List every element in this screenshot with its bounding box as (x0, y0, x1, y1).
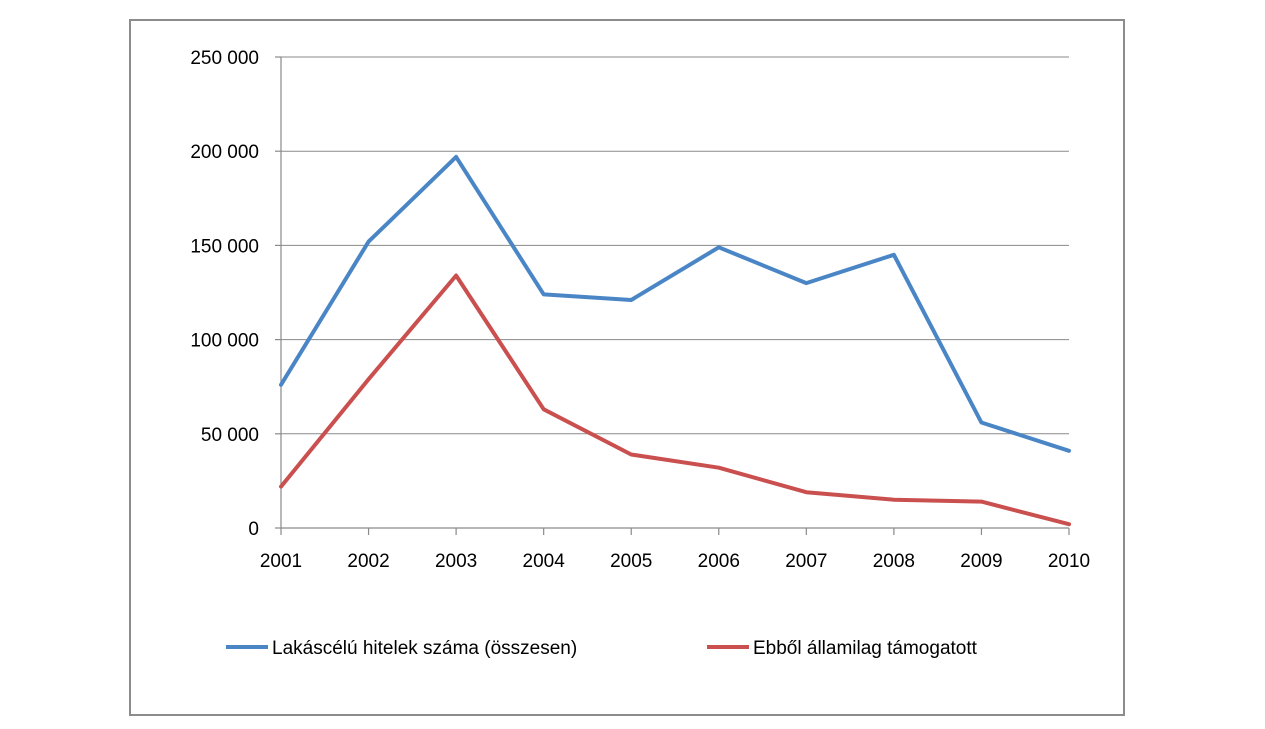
axes (275, 56, 1070, 535)
x-tick-label: 2010 (1048, 551, 1090, 572)
x-axis-ticks: 2001 2002 2003 2004 2005 2006 2007 2008 2009 2010 (260, 551, 1090, 572)
x-tick-label: 2001 (260, 551, 302, 572)
x-tick-label: 2004 (523, 551, 566, 572)
y-tick-label: 150 000 (190, 236, 259, 257)
legend-label: Ebből államilag támogatott (753, 638, 978, 659)
y-tick-label: 250 000 (190, 48, 259, 69)
legend-label: Lakáscélú hitelek száma (összesen) (272, 638, 577, 659)
y-axis-ticks: 0 50 000 100 000 150 000 200 000 250 000 (190, 48, 259, 540)
series-line-1 (279, 154, 1071, 453)
y-tick-label: 0 (248, 519, 259, 540)
x-tick-label: 2009 (960, 551, 1002, 572)
x-tick-label: 2002 (347, 551, 389, 572)
gridlines (281, 56, 1069, 435)
x-tick-label: 2008 (873, 551, 915, 572)
chart-frame (129, 19, 1125, 716)
y-tick-label: 100 000 (190, 331, 259, 352)
y-tick-label: 200 000 (190, 142, 259, 163)
x-tick-label: 2005 (610, 551, 652, 572)
legend: Lakáscélú hitelek száma (összesen) Ebből … (226, 638, 978, 659)
x-tick-label: 2006 (698, 551, 740, 572)
series-line-2 (279, 273, 1071, 527)
y-tick-label: 50 000 (201, 425, 259, 446)
x-tick-label: 2007 (785, 551, 827, 572)
x-tick-label: 2003 (435, 551, 477, 572)
series-lines (279, 154, 1071, 527)
